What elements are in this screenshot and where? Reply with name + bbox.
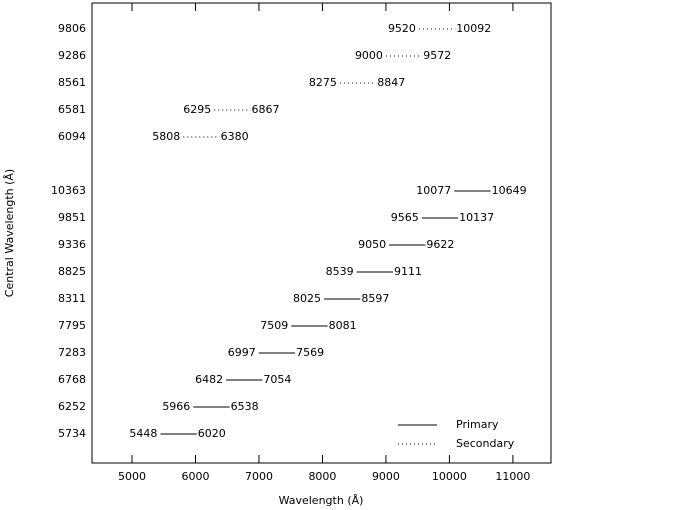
- y-tick-label: 10363: [51, 184, 86, 197]
- y-tick-label: 6094: [58, 130, 86, 143]
- low-label: 6997: [228, 346, 256, 359]
- y-tick-label: 9336: [58, 238, 86, 251]
- high-label: 10649: [492, 184, 527, 197]
- low-label: 8539: [326, 265, 354, 278]
- y-tick-label: 8311: [58, 292, 86, 305]
- high-label: 9622: [426, 238, 454, 251]
- low-label: 9000: [355, 49, 383, 62]
- high-label: 9111: [394, 265, 422, 278]
- high-label: 8847: [377, 76, 405, 89]
- high-label: 7569: [296, 346, 324, 359]
- high-label: 6020: [198, 427, 226, 440]
- y-tick-label: 9286: [58, 49, 86, 62]
- plot-frame: [91, 2, 552, 464]
- y-tick-label: 6581: [58, 103, 86, 116]
- low-label: 6295: [183, 103, 211, 116]
- legend-label: Secondary: [456, 437, 515, 450]
- y-tick-label: 8825: [58, 265, 86, 278]
- high-label: 6867: [252, 103, 280, 116]
- x-tick-label: 7000: [245, 470, 273, 483]
- x-tick-label: 8000: [308, 470, 336, 483]
- x-tick-label: 5000: [118, 470, 146, 483]
- high-label: 8597: [361, 292, 389, 305]
- low-label: 9565: [391, 211, 419, 224]
- x-axis-label: Wavelength (Å): [279, 494, 364, 507]
- low-label: 5966: [162, 400, 190, 413]
- low-label: 9520: [388, 22, 416, 35]
- y-tick-label: 7795: [58, 319, 86, 332]
- x-tick-label: 6000: [181, 470, 209, 483]
- y-tick-label: 8561: [58, 76, 86, 89]
- low-label: 7509: [260, 319, 288, 332]
- high-label: 7054: [263, 373, 291, 386]
- x-tick-label: 11000: [495, 470, 530, 483]
- high-label: 6538: [231, 400, 259, 413]
- y-tick-label: 9851: [58, 211, 86, 224]
- high-label: 8081: [329, 319, 357, 332]
- x-tick-label: 10000: [432, 470, 467, 483]
- low-label: 9050: [358, 238, 386, 251]
- low-label: 5808: [152, 130, 180, 143]
- low-label: 8025: [293, 292, 321, 305]
- high-label: 10137: [459, 211, 494, 224]
- y-tick-label: 6768: [58, 373, 86, 386]
- low-label: 6482: [195, 373, 223, 386]
- y-axis-label: Central Wavelength (Å): [3, 169, 16, 297]
- y-tick-label: 5734: [58, 427, 86, 440]
- y-tick-label: 6252: [58, 400, 86, 413]
- low-label: 8275: [309, 76, 337, 89]
- y-tick-label: 7283: [58, 346, 86, 359]
- x-tick-label: 9000: [372, 470, 400, 483]
- low-label: 10077: [416, 184, 451, 197]
- high-label: 9572: [423, 49, 451, 62]
- low-label: 5448: [129, 427, 157, 440]
- legend-label: Primary: [456, 418, 499, 431]
- high-label: 6380: [221, 130, 249, 143]
- y-tick-label: 9806: [58, 22, 86, 35]
- high-label: 10092: [456, 22, 491, 35]
